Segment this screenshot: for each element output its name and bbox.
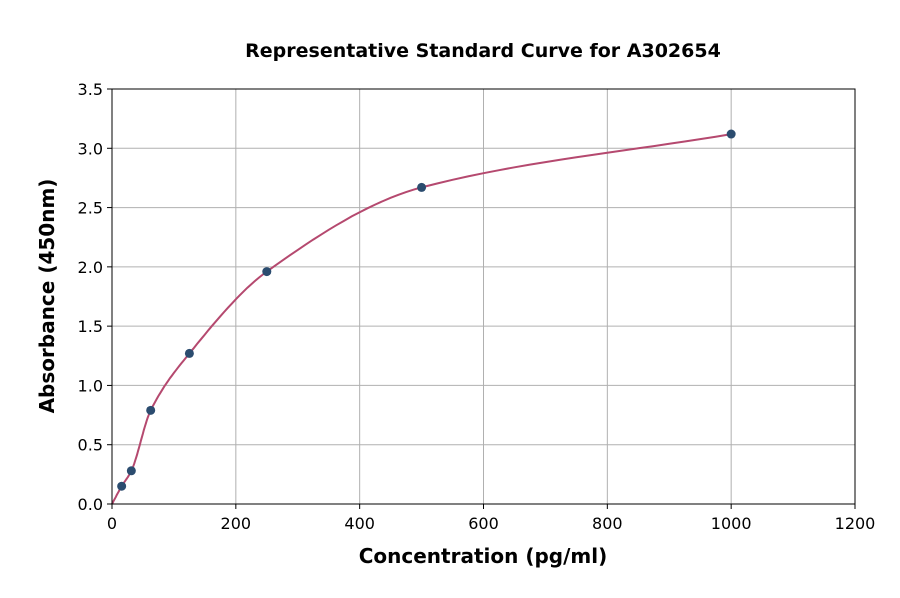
data-point — [184, 348, 194, 358]
x-axis-ticks: 0 200 400 600 800 1000 1200 — [107, 504, 875, 533]
data-point — [262, 267, 272, 277]
y-tick-label: 1.5 — [78, 317, 103, 336]
data-point — [117, 481, 127, 491]
y-tick-label: 0.5 — [78, 436, 103, 455]
y-tick-label: 2.5 — [78, 199, 103, 218]
y-tick-label: 3.5 — [78, 80, 103, 99]
data-point — [146, 405, 156, 415]
y-axis-label: Absorbance (450nm) — [35, 179, 59, 414]
x-tick-label: 400 — [344, 514, 375, 533]
x-tick-label: 200 — [221, 514, 252, 533]
y-tick-label: 1.0 — [78, 376, 103, 395]
grid — [111, 88, 856, 505]
x-tick-label: 0 — [107, 514, 117, 533]
x-tick-label: 600 — [468, 514, 499, 533]
y-tick-label: 0.0 — [78, 495, 103, 514]
y-tick-label: 3.0 — [78, 139, 103, 158]
x-tick-label: 1200 — [835, 514, 876, 533]
chart-title: Representative Standard Curve for A30265… — [245, 40, 721, 62]
data-points — [117, 129, 736, 491]
y-axis-ticks: 0.0 0.5 1.0 1.5 2.0 2.5 3.0 3.5 — [78, 80, 112, 514]
x-tick-label: 1000 — [711, 514, 752, 533]
x-axis-label: Concentration (pg/ml) — [359, 544, 608, 568]
y-tick-label: 2.0 — [78, 258, 103, 277]
data-point — [417, 182, 427, 192]
data-point — [726, 129, 736, 139]
data-point — [126, 466, 136, 476]
x-tick-label: 800 — [592, 514, 623, 533]
